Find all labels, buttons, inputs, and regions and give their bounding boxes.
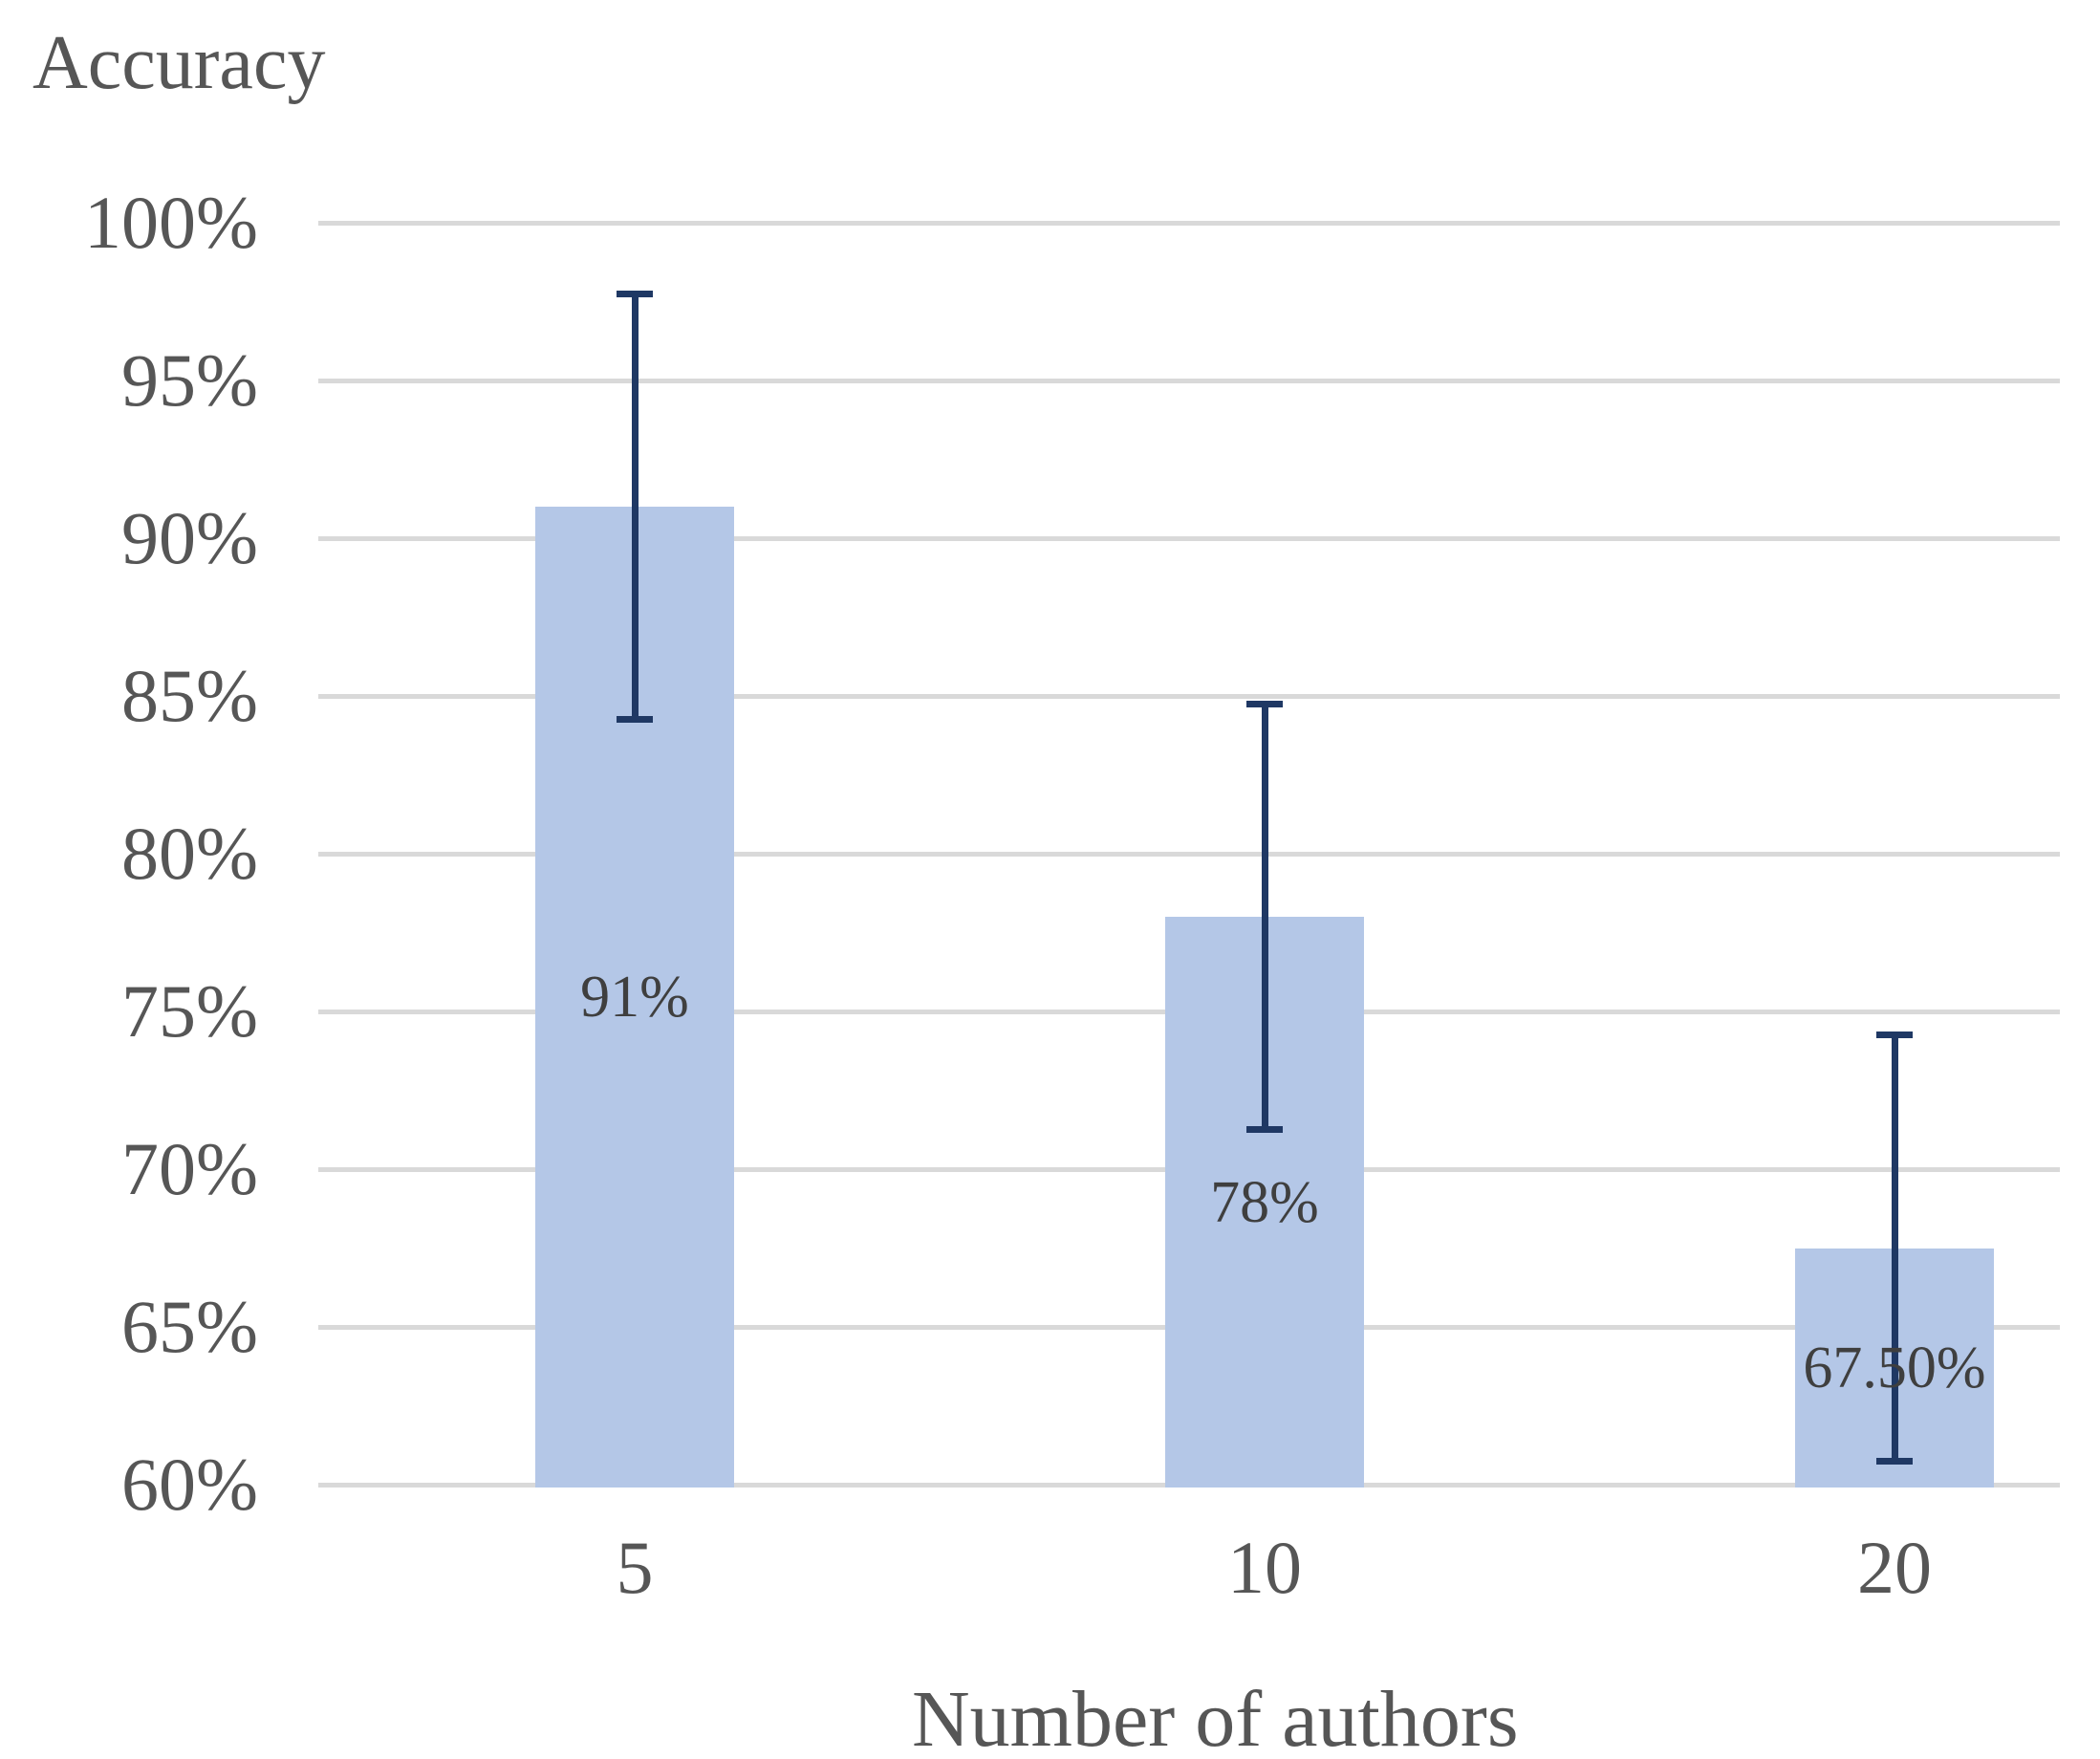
x-axis-title: Number of authors — [912, 1675, 1519, 1759]
bar-value-label: 78% — [1210, 1169, 1319, 1235]
y-tick-label: 60% — [121, 1443, 258, 1526]
gridline — [318, 221, 2060, 226]
y-tick-label: 90% — [121, 496, 258, 579]
error-bar-line — [1261, 704, 1268, 1130]
error-bar-bottom-cap — [1876, 1457, 1913, 1465]
error-bar-top-cap — [617, 290, 653, 297]
bar-value-label: 91% — [580, 965, 689, 1030]
gridline — [318, 536, 2060, 541]
y-tick-label: 80% — [121, 812, 258, 895]
y-tick-label: 100% — [84, 181, 258, 264]
x-tick-label: 10 — [1227, 1526, 1302, 1609]
error-bar-top-cap — [1876, 1032, 1913, 1039]
y-tick-label: 70% — [121, 1127, 258, 1210]
error-bar-top-cap — [1246, 700, 1283, 707]
error-bar-bottom-cap — [617, 716, 653, 724]
y-tick-label: 65% — [121, 1285, 258, 1368]
gridline — [318, 379, 2060, 383]
error-bar-line — [1891, 1034, 1898, 1462]
chart-title: Accuracy — [32, 21, 326, 105]
gridline — [318, 852, 2060, 857]
gridline — [318, 694, 2060, 699]
y-tick-label: 85% — [121, 654, 258, 737]
error-bar-line — [631, 293, 639, 720]
x-tick-label: 20 — [1857, 1526, 1932, 1609]
y-tick-label: 75% — [121, 969, 258, 1053]
bar-value-label: 67.50% — [1803, 1335, 1986, 1401]
error-bar-bottom-cap — [1246, 1126, 1283, 1134]
y-tick-label: 95% — [121, 338, 258, 422]
x-tick-label: 5 — [616, 1526, 654, 1609]
